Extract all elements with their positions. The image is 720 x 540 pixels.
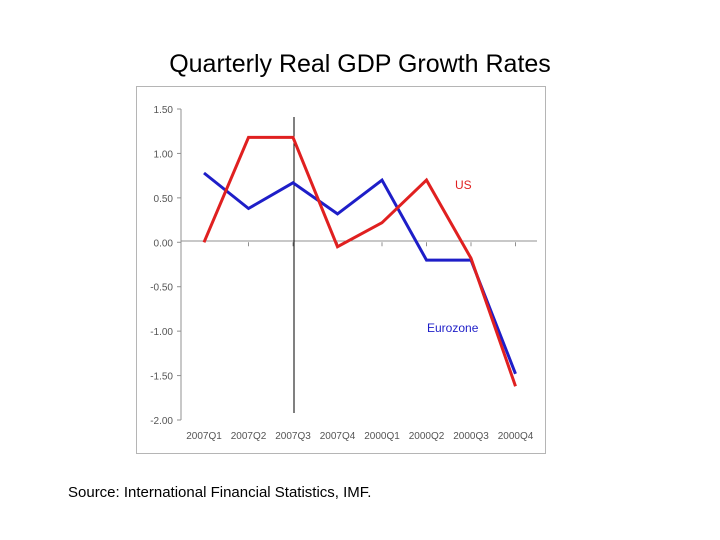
y-tick-label: -0.50 [150,283,173,294]
y-tick-label: 0.00 [154,238,174,249]
series-line-eurozone [203,171,517,375]
x-tick-label: 2007Q3 [275,431,311,442]
chart-frame: 1.50 1.00 0.50 0.00 -0.50 -1.00 -1.50 -2.00 200… [136,86,546,454]
x-tick-label: 2000Q3 [453,431,489,442]
source-note: Source: International Financial Statisti… [68,484,372,501]
y-tick-label: -1.50 [150,372,173,383]
x-tick-label: 2000Q4 [498,431,534,442]
y-tick-label: -2.00 [150,416,173,427]
x-tick-label: 2000Q1 [364,431,400,442]
plot-area [180,109,537,420]
y-tick-label: 1.50 [154,105,174,116]
x-tick-label: 2007Q4 [320,431,356,442]
series-group [202,135,517,387]
y-tick-label: 1.00 [154,149,174,160]
y-tick-label: 0.50 [154,194,174,205]
x-tick-label: 2007Q2 [231,431,267,442]
x-tick-group: 2007Q1 2007Q2 2007Q3 2007Q4 2000Q1 2000Q2 2000… [186,242,534,442]
slide-title: Quarterly Real GDP Growth Rates [169,50,551,78]
line-chart: 1.50 1.00 0.50 0.00 -0.50 -1.00 -1.50 -2.00 200… [150,105,537,442]
series-line-us [202,135,517,387]
y-tick-group: 1.50 1.00 0.50 0.00 -0.50 -1.00 -1.50 -2.00 [150,105,181,427]
series-label-us: US [455,178,472,192]
series-label-group: US Eurozone [427,178,479,335]
series-label-eurozone: Eurozone [427,321,479,335]
x-tick-label: 2007Q1 [186,431,222,442]
y-tick-label: -1.00 [150,327,173,338]
x-tick-label: 2000Q2 [409,431,445,442]
